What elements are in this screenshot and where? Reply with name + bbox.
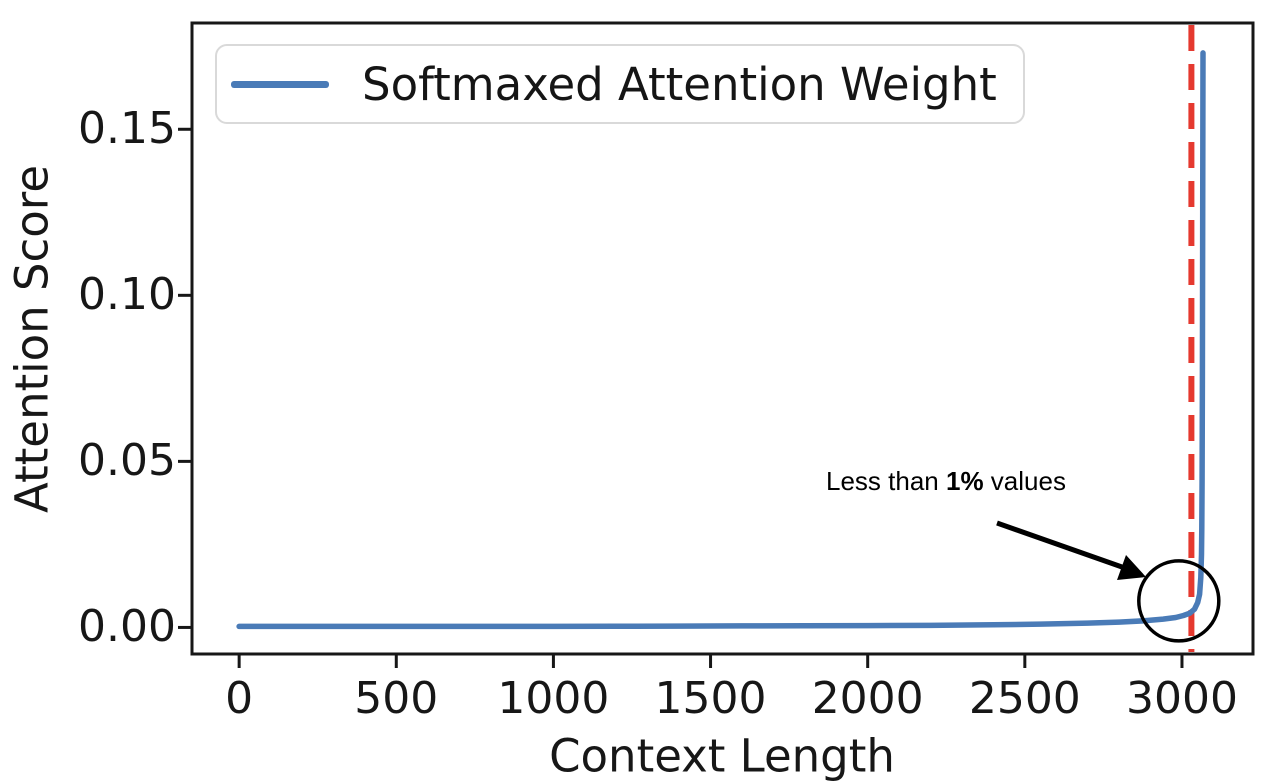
plot-border xyxy=(190,21,1255,656)
legend-label: Softmaxed Attention Weight xyxy=(362,57,997,111)
y-tick-marks xyxy=(178,127,191,629)
attention-line xyxy=(236,50,1206,630)
x-tick-label: 1500 xyxy=(654,673,767,724)
x-tick-label: 0 xyxy=(225,673,254,724)
annotation-bold: 1% xyxy=(945,466,984,496)
legend-line-sample-icon xyxy=(231,80,329,88)
x-tick-label: 2500 xyxy=(968,673,1081,724)
x-tick-marks xyxy=(237,655,1184,668)
x-tick-label: 500 xyxy=(354,673,439,724)
x-tick-label: 1000 xyxy=(497,673,610,724)
annotation-text: Less than 1% values xyxy=(826,466,1066,497)
annotation-prefix: Less than xyxy=(826,466,946,496)
y-tick-label: 0.05 xyxy=(78,435,176,487)
y-tick-label: 0.10 xyxy=(78,269,176,321)
annotation-suffix: values xyxy=(983,466,1066,496)
x-tick-label: 2000 xyxy=(811,673,924,724)
y-tick-label: 0.15 xyxy=(78,103,176,155)
y-tick-label: 0.00 xyxy=(78,601,176,653)
annotation-arrow xyxy=(996,520,1146,580)
highlight-circle xyxy=(1137,559,1221,643)
x-tick-label: 3000 xyxy=(1125,673,1238,724)
legend: Softmaxed Attention Weight xyxy=(215,44,1025,124)
y-axis-label: Attention Score xyxy=(5,164,59,514)
x-axis-label: Context Length xyxy=(549,729,895,783)
